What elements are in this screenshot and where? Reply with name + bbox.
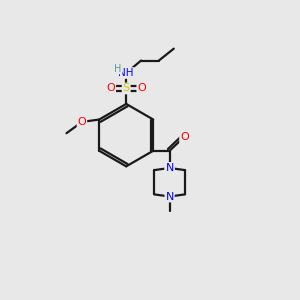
Text: O: O — [78, 117, 86, 127]
Text: H: H — [114, 64, 122, 74]
Text: O: O — [137, 83, 146, 94]
Text: S: S — [123, 83, 130, 94]
Text: N: N — [165, 191, 174, 202]
Text: N: N — [165, 163, 174, 173]
Text: O: O — [106, 83, 115, 94]
Text: N: N — [165, 163, 174, 173]
Text: NH: NH — [118, 68, 134, 78]
Text: O: O — [180, 132, 189, 142]
